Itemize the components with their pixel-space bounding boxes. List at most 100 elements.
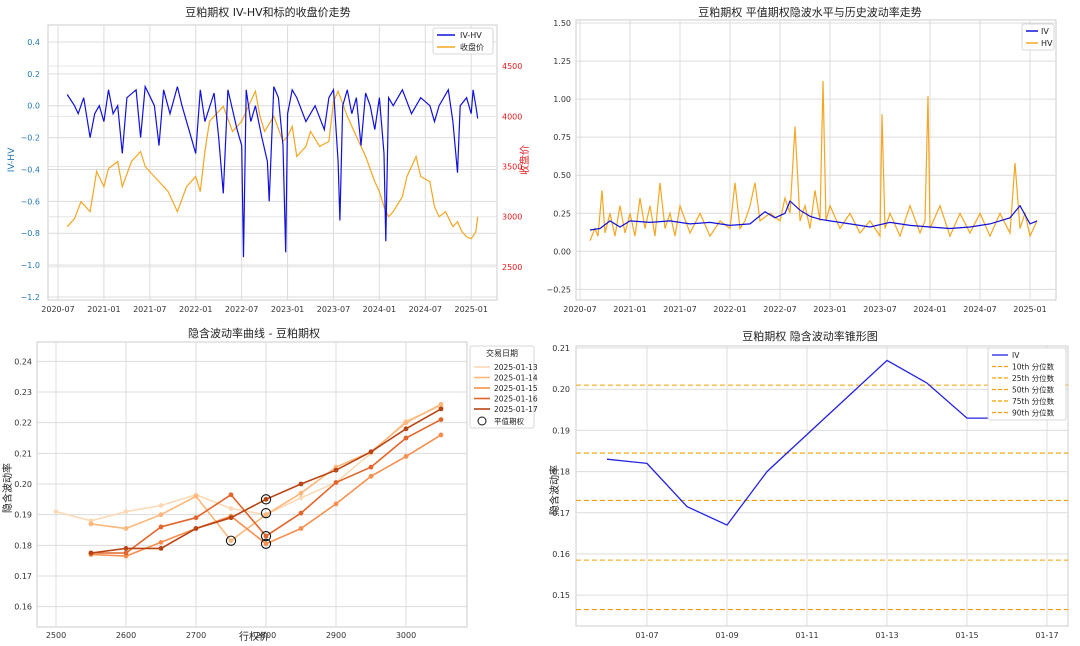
panel1-y-label: IV-HV (7, 147, 17, 172)
smile-point (158, 539, 164, 545)
panel2-y-tick-label: 0.00 (553, 247, 571, 256)
panel2-y-tick-label: −0.25 (546, 285, 571, 294)
panel1-y2-tick-label: 3500 (502, 163, 522, 172)
legend-label-date: 2025-01-13 (494, 363, 538, 372)
panel1-y-tick-label: −0.2 (21, 134, 40, 143)
panel1-x-tick-label: 2021-07 (133, 305, 166, 314)
smile-point (193, 493, 199, 499)
panel3-x-tick-label: 3000 (396, 631, 416, 640)
panel4-y-tick-label: 0.18 (552, 468, 570, 477)
panel2-x-tick-label: 2023-01 (813, 305, 846, 314)
panel-iv-hv-level: 豆粕期权 平值期权隐波水平与历史波动率走势 (698, 5, 922, 19)
legend-label-close: 收盘价 (460, 42, 484, 52)
panel2-x-tick-label: 2021-01 (613, 305, 646, 314)
panel-smile: 隐含波动率曲线 - 豆粕期权 行权价 隐含波动率 (1, 326, 320, 643)
smile-point (158, 512, 164, 518)
panel3-x-tick-label: 2600 (116, 631, 136, 640)
panel1-title: 豆粕期权 IV-HV和标的收盘价走势 (185, 5, 350, 19)
smile-point (263, 541, 269, 547)
panel4-frame (575, 345, 1069, 627)
smile-point (333, 467, 339, 473)
legend-swatch-atm (477, 416, 487, 426)
panel4-x-tick-label: 01-17 (1035, 631, 1058, 640)
legend-label-cone: 90th 分位数 (1012, 408, 1055, 418)
iv-hv-line (66, 84, 479, 258)
panel3-y-label: 隐含波动率 (1, 463, 14, 513)
panel1-y-tick-label: −0.8 (21, 229, 40, 238)
smile-point (53, 509, 59, 514)
smile-point (88, 521, 94, 527)
panel2-y-tick-label: 1.00 (553, 95, 571, 104)
panel2-y-tick-label: 0.50 (553, 171, 571, 180)
smile-point (263, 533, 269, 539)
smile-point (158, 503, 164, 508)
panel2-x-tick-label: 2020-07 (563, 305, 596, 314)
panel1-x-tick-label: 2024-07 (409, 305, 442, 314)
panel1-frame (47, 24, 498, 301)
atm-marker (260, 494, 272, 505)
legend-label-cone: 50th 分位数 (1012, 385, 1055, 395)
legend-label-cone: 10th 分位数 (1012, 362, 1055, 372)
panel2-x-tick-label: 2022-07 (763, 305, 796, 314)
panel1-y2-tick-label: 3000 (502, 213, 522, 222)
smile-point (228, 515, 234, 521)
panel1-x-tick-label: 2024-01 (363, 305, 396, 314)
smile-point (123, 550, 129, 556)
smile-point (298, 481, 304, 487)
smile-point (438, 401, 444, 407)
atm-marker (260, 530, 272, 542)
smile-point (368, 449, 374, 455)
panel4-y-label: 隐含波动率 (548, 465, 561, 515)
panel4-y-tick-label: 0.20 (552, 385, 570, 394)
panel1-y2-tick-label: 4500 (502, 62, 522, 71)
panel2-x-tick-label: 2024-07 (963, 305, 996, 314)
smile-point (333, 480, 339, 485)
smile-point (403, 454, 409, 459)
legend-label-date: 2025-01-14 (494, 374, 538, 383)
panel4-y-tick-label: 0.19 (552, 426, 570, 435)
panel2-x-tick-label: 2022-01 (713, 305, 746, 314)
legend-label-iv-hv: IV-HV (460, 31, 482, 40)
legend-title-trade-date: 交易日期 (486, 348, 518, 358)
panel1-x-tick-label: 2023-01 (271, 305, 304, 314)
atm-marker (225, 535, 237, 546)
panel2-y-tick-label: 1.25 (553, 57, 571, 66)
legend-label-atm: 平值期权 (494, 416, 524, 426)
panel-vol-cone: 豆粕期权 隐含波动率锥形图 隐含波动率 (548, 329, 878, 515)
smile-point (123, 546, 129, 551)
panel3-y-tick-label: 0.24 (14, 357, 32, 366)
legend-label-date: 2025-01-15 (494, 384, 538, 393)
panel-iv-hv-close: 豆粕期权 IV-HV和标的收盘价走势 IV-HV 收盘价 (7, 5, 531, 175)
smile-point (123, 509, 129, 514)
atm-marker (260, 507, 272, 519)
panel4-x-tick-label: 01-07 (635, 631, 658, 640)
smile-point (438, 417, 444, 422)
smile-point (298, 495, 304, 501)
smile-point (298, 490, 304, 496)
smile-point (123, 526, 129, 531)
panel3-y-tick-label: 0.18 (14, 541, 32, 550)
panel2-y-tick-label: 0.25 (553, 209, 571, 218)
legend-label-cone: 25th 分位数 (1012, 373, 1055, 383)
smile-point (403, 420, 409, 426)
panel1-x-tick-label: 2025-01 (455, 305, 488, 314)
panel3-x-label: 行权价 (239, 630, 269, 643)
panel4-x-tick-label: 01-11 (795, 631, 818, 640)
panel3-x-tick-label: 2900 (326, 631, 346, 640)
panel4-y-tick-label: 0.15 (552, 591, 570, 600)
panel1-y-tick-label: −1.2 (21, 293, 40, 302)
panel3-x-tick-label: 2700 (186, 631, 206, 640)
legend-label-date: 2025-01-17 (494, 405, 538, 414)
smile-point (403, 435, 409, 441)
panel1-x-tick-label: 2021-01 (87, 305, 120, 314)
panel3-y-tick-label: 0.17 (14, 572, 32, 581)
panel4-y-tick-label: 0.17 (552, 509, 570, 518)
panel1-y2-tick-label: 2500 (502, 263, 522, 272)
panel2-x-tick-label: 2024-01 (913, 305, 946, 314)
panel3-y-tick-label: 0.21 (14, 449, 32, 458)
panel1-y-tick-label: −1.0 (21, 261, 40, 270)
close-price-line (66, 89, 479, 240)
panel1-x-tick-label: 2022-07 (225, 305, 258, 314)
panel1-y-tick-label: −0.6 (21, 197, 40, 206)
